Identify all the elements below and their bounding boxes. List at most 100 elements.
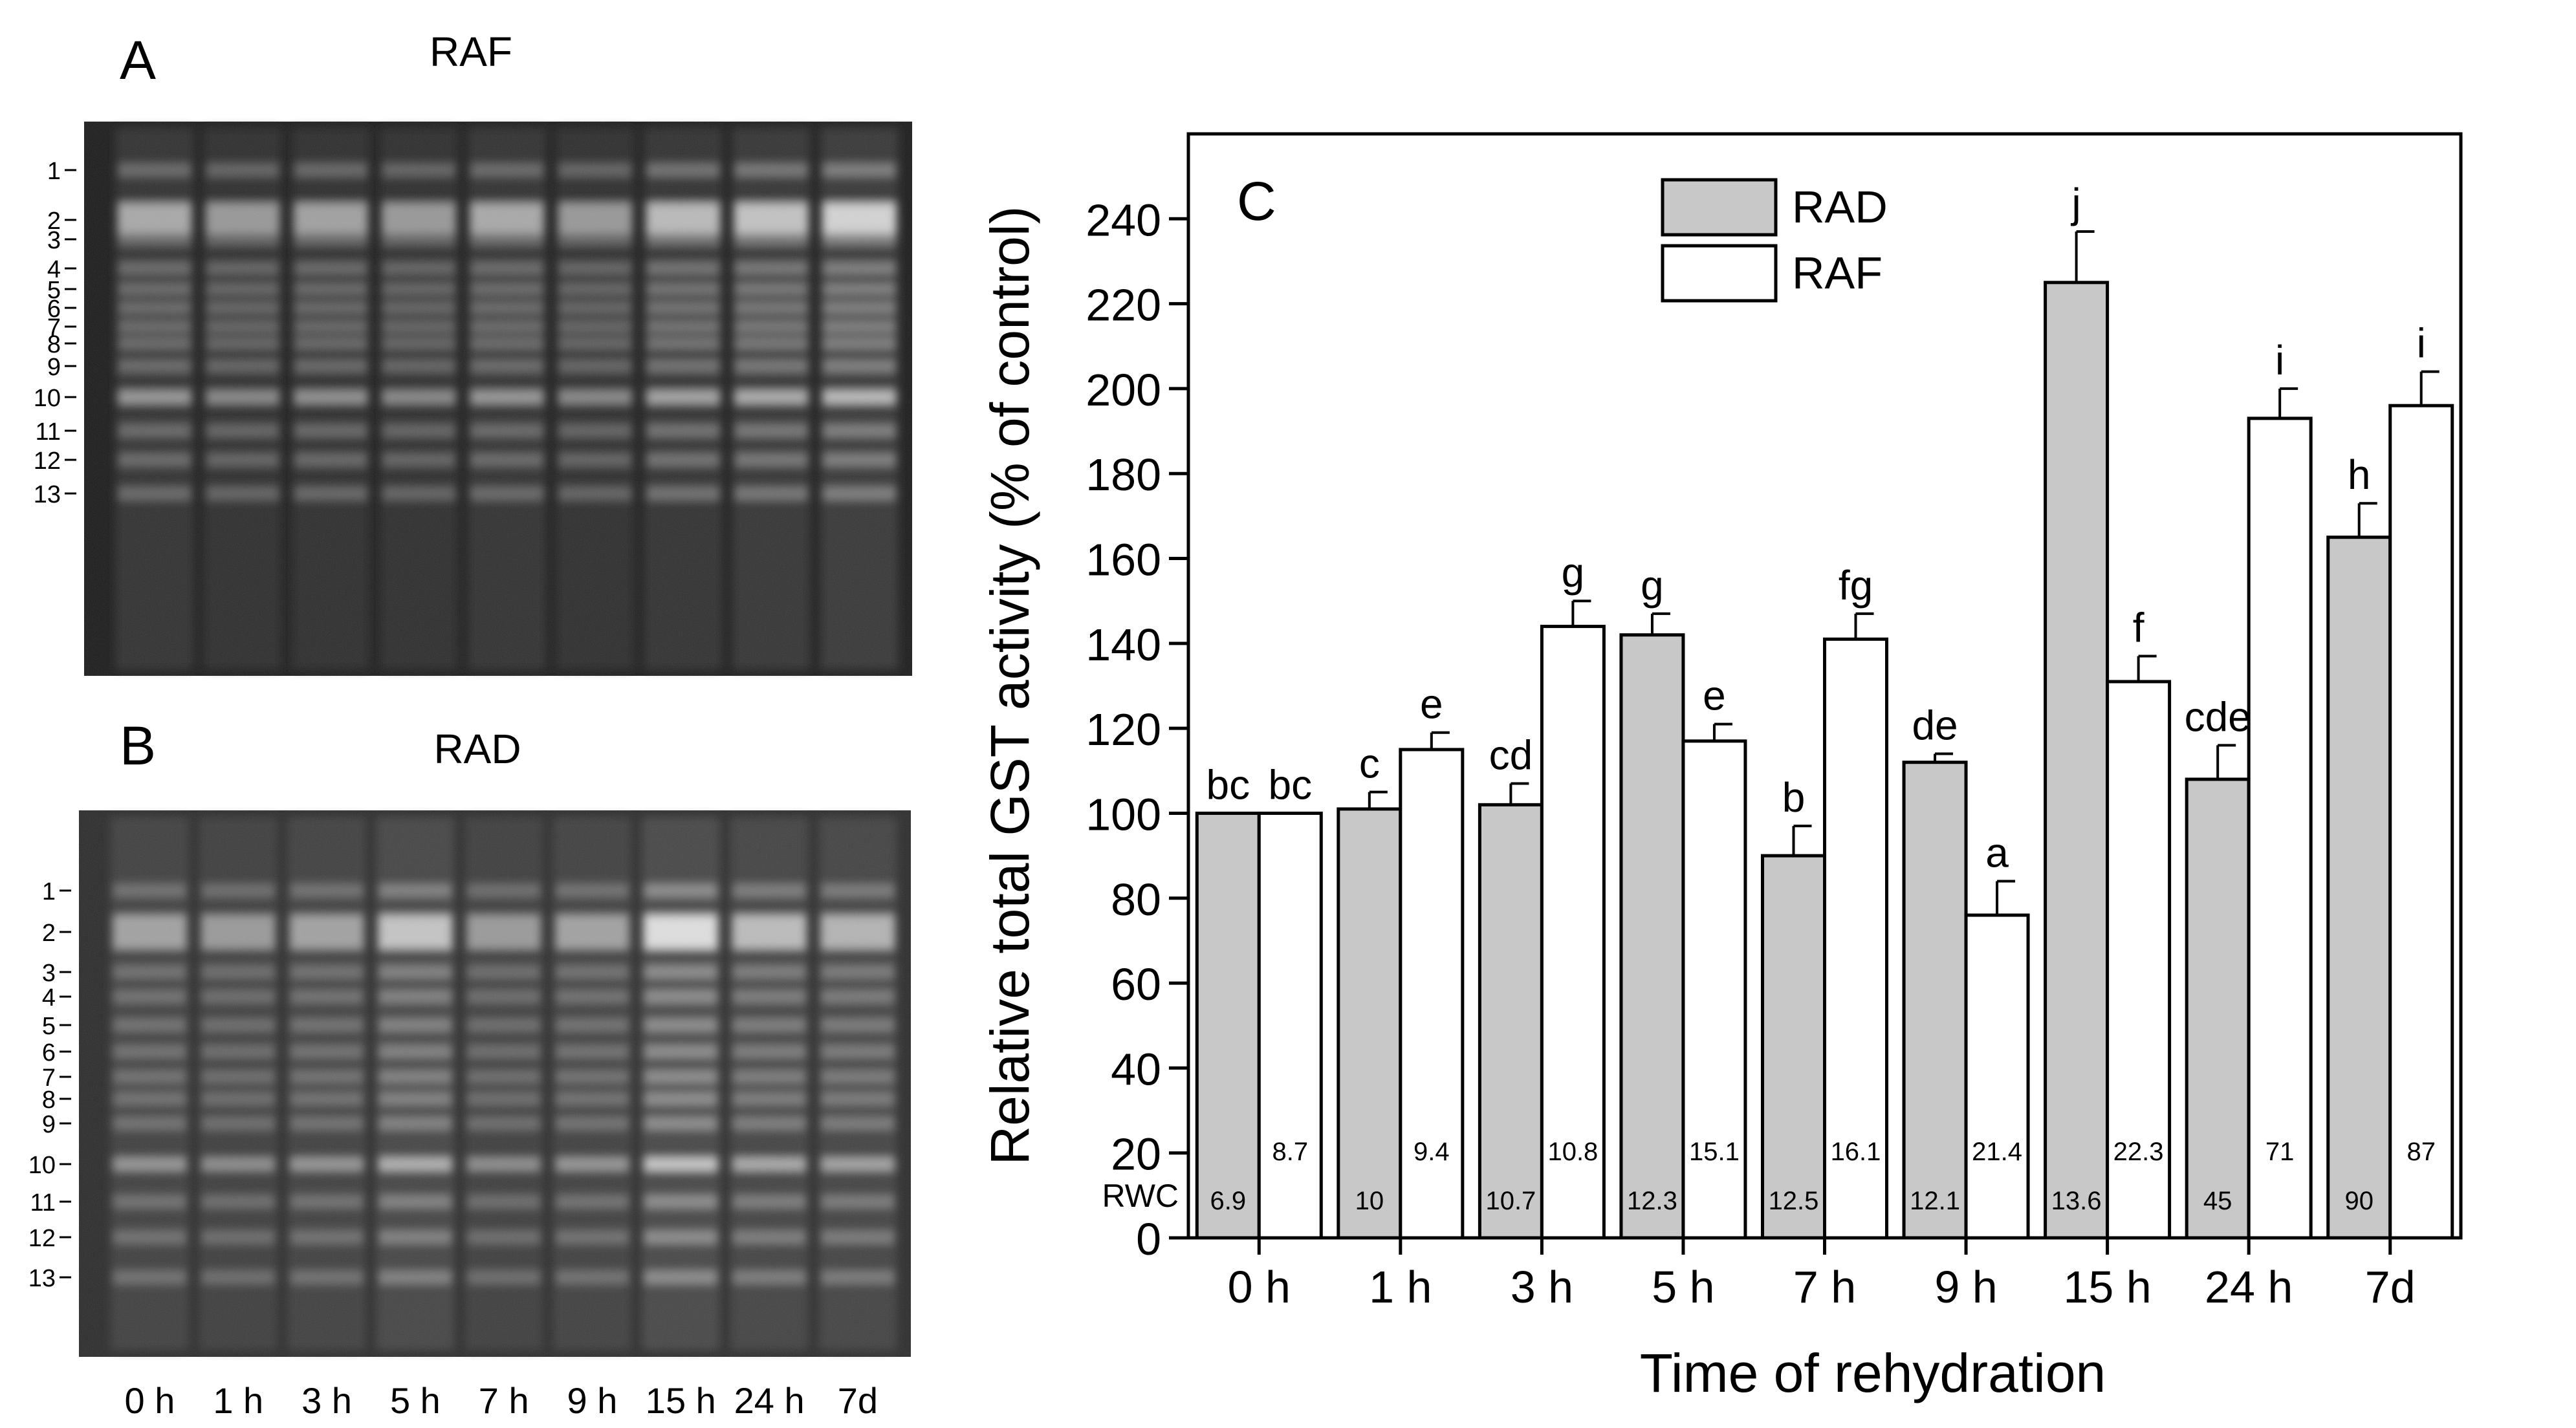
- bar-raf-8: [2388, 404, 2454, 1240]
- legend-swatch-0: [1661, 178, 1778, 237]
- band-label: 12: [28, 1225, 56, 1252]
- band-label: 4: [47, 256, 61, 283]
- band-label: 8: [47, 331, 61, 358]
- gel-lane-label: 9 h: [567, 1380, 618, 1421]
- band-label: 3: [42, 960, 56, 987]
- y-tick-label: 200: [1086, 365, 1161, 415]
- y-tick-label: 240: [1086, 195, 1161, 245]
- bar-rad-1: [1337, 807, 1403, 1240]
- gel-lane-label: 1 h: [213, 1380, 263, 1421]
- rwc-value: 10.7: [1485, 1187, 1536, 1215]
- bar-rad-5: [1902, 761, 1968, 1240]
- band-label: 9: [42, 1111, 56, 1138]
- band-label: 6: [47, 296, 61, 323]
- rwc-value: 10.8: [1547, 1138, 1598, 1166]
- bar-rad-4: [1761, 854, 1826, 1240]
- band-label: 1: [42, 878, 56, 905]
- rwc-value: 45: [2203, 1187, 2232, 1215]
- x-axis: 0 h 1 h 3 h 5 h 7 h 9 h 15 h 24 h 7d: [1228, 1238, 2416, 1312]
- y-tick-label: 80: [1111, 874, 1161, 925]
- gel-lane-label: 24 h: [734, 1380, 805, 1421]
- rwc-value: 10: [1355, 1187, 1384, 1215]
- rwc-value: 8.7: [1272, 1138, 1308, 1166]
- x-tick-label: 9 h: [1934, 1262, 1997, 1312]
- rwc-value: 22.3: [2113, 1138, 2164, 1166]
- y-tick-label: 140: [1086, 620, 1161, 670]
- significance-letter: de: [1912, 702, 1958, 749]
- band-label: 13: [28, 1265, 56, 1292]
- x-axis-label: Time of rehydration: [1640, 1343, 2106, 1403]
- band-label: 12: [34, 448, 61, 475]
- gel-b-lane-labels: 0 h 1 h 3 h 5 h 7 h 9 h 15 h 24 h 7d: [125, 1380, 879, 1421]
- band-label: 9: [47, 354, 61, 381]
- significance-letter: g: [1641, 562, 1664, 609]
- panel-c-chart: C 0 20 40 60 80 100 120 140 160 180 200 220 240 Rela…: [979, 132, 2463, 1403]
- y-axis-label: Relative total GST activity (% of contro…: [979, 206, 1040, 1165]
- y-tick-label: 40: [1111, 1044, 1161, 1094]
- gel-lane-label: 0 h: [125, 1380, 175, 1421]
- gel-b: [79, 810, 911, 1357]
- bar-rad-3: [1619, 633, 1685, 1240]
- y-tick-label: 120: [1086, 704, 1161, 755]
- rwc-label: RWC: [1102, 1178, 1179, 1214]
- x-tick-label: 3 h: [1511, 1262, 1573, 1312]
- legend: RAD RAF: [1661, 178, 1888, 303]
- significance-letter: b: [1782, 774, 1806, 821]
- bars: bc 6.9 bc 8.7 c 10 e 9.4 cd 10.7 g 10.8 g 12.3 e 15.1 b 1…: [1195, 180, 2454, 1240]
- significance-letter: a: [1985, 830, 2009, 876]
- significance-letter: c: [1359, 741, 1380, 787]
- band-label: 10: [28, 1152, 56, 1179]
- panel-b-title: RAD: [433, 726, 521, 772]
- gel-lane-label: 7d: [838, 1380, 878, 1421]
- y-tick-label: 160: [1086, 535, 1161, 585]
- band-label: 2: [47, 208, 61, 235]
- significance-letter: e: [1420, 681, 1443, 728]
- rwc-value: 6.9: [1210, 1187, 1246, 1215]
- gel-lane-label: 15 h: [646, 1380, 716, 1421]
- gel-lane-label: 3 h: [301, 1380, 352, 1421]
- rwc-value: 87: [2407, 1138, 2436, 1166]
- rwc-value: 71: [2265, 1138, 2295, 1166]
- significance-letter: fg: [1839, 562, 1873, 609]
- gel-b-grain: [79, 810, 911, 1357]
- rwc-value: 9.4: [1414, 1138, 1450, 1166]
- bar-rad-7: [2185, 777, 2251, 1240]
- rwc-value: 21.4: [1972, 1138, 2022, 1166]
- x-tick-label: 7d: [2365, 1262, 2416, 1312]
- band-label: 13: [34, 481, 61, 508]
- bar-raf-5: [1964, 913, 2030, 1240]
- y-tick-label: 20: [1111, 1129, 1161, 1180]
- x-tick-label: 7 h: [1793, 1262, 1856, 1312]
- bar-rad-8: [2326, 536, 2392, 1240]
- rwc-value: 90: [2344, 1187, 2374, 1215]
- y-tick-label: 180: [1086, 449, 1161, 500]
- bar-raf-4: [1823, 637, 1888, 1240]
- significance-letter: e: [1703, 673, 1726, 719]
- gel-a: [84, 122, 912, 676]
- panel-a-title: RAF: [430, 28, 512, 75]
- significance-letter: h: [2348, 451, 2371, 498]
- significance-letter: j: [2071, 180, 2081, 226]
- x-tick-label: 0 h: [1228, 1262, 1291, 1312]
- panel-c-letter: C: [1237, 171, 1276, 232]
- panel-a-letter: A: [120, 30, 156, 91]
- x-tick-label: 15 h: [2063, 1262, 2151, 1312]
- significance-letter: f: [2133, 605, 2145, 651]
- band-label: 11: [30, 1189, 56, 1217]
- panel-b-letter: B: [120, 715, 156, 776]
- rwc-value: 13.6: [2051, 1187, 2102, 1215]
- bar-raf-0: [1257, 811, 1323, 1240]
- significance-letter: i: [2417, 320, 2426, 367]
- y-tick-label: 220: [1086, 280, 1161, 330]
- band-label: 3: [47, 227, 61, 254]
- band-label: 7: [42, 1065, 56, 1092]
- rwc-value: 16.1: [1831, 1138, 1881, 1166]
- y-tick-label: 60: [1111, 959, 1161, 1010]
- bar-raf-7: [2247, 416, 2313, 1240]
- band-label: 10: [34, 385, 61, 412]
- rwc-value: 12.3: [1627, 1187, 1677, 1215]
